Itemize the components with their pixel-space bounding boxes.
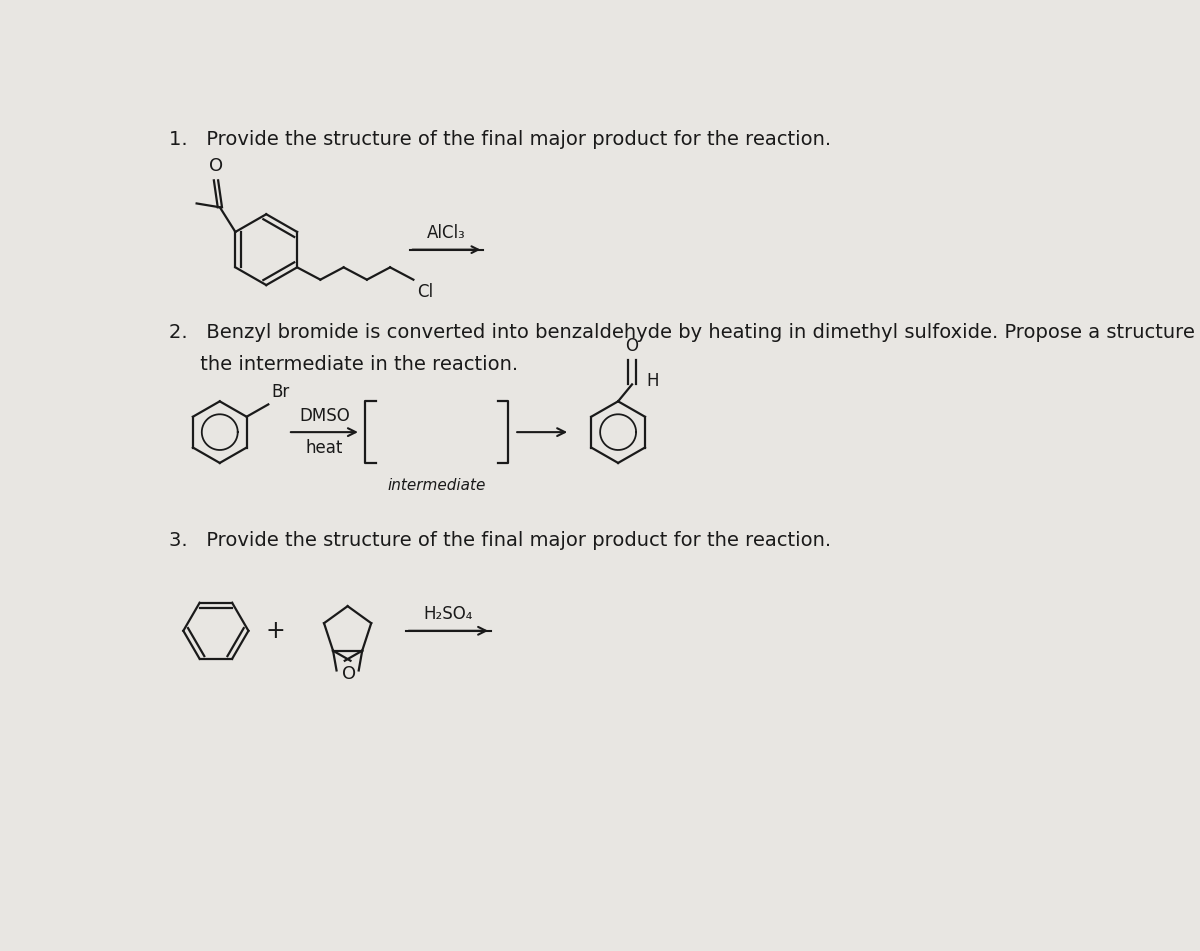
Text: O: O (209, 157, 223, 175)
Text: 3.   Provide the structure of the final major product for the reaction.: 3. Provide the structure of the final ma… (169, 531, 832, 550)
Text: the intermediate in the reaction.: the intermediate in the reaction. (169, 355, 518, 374)
Text: H₂SO₄: H₂SO₄ (424, 605, 473, 623)
Text: O: O (342, 665, 356, 683)
Text: +: + (265, 619, 286, 643)
Text: H: H (646, 372, 659, 390)
Text: Cl: Cl (418, 282, 433, 301)
Text: Br: Br (271, 383, 289, 401)
Text: heat: heat (306, 439, 343, 457)
Text: intermediate: intermediate (388, 478, 486, 494)
Text: O: O (625, 338, 638, 355)
Text: AlCl₃: AlCl₃ (427, 223, 466, 242)
Text: 1.   Provide the structure of the final major product for the reaction.: 1. Provide the structure of the final ma… (169, 130, 832, 149)
Text: DMSO: DMSO (299, 407, 349, 425)
Text: 2.   Benzyl bromide is converted into benzaldehyde by heating in dimethyl sulfox: 2. Benzyl bromide is converted into benz… (169, 322, 1200, 341)
